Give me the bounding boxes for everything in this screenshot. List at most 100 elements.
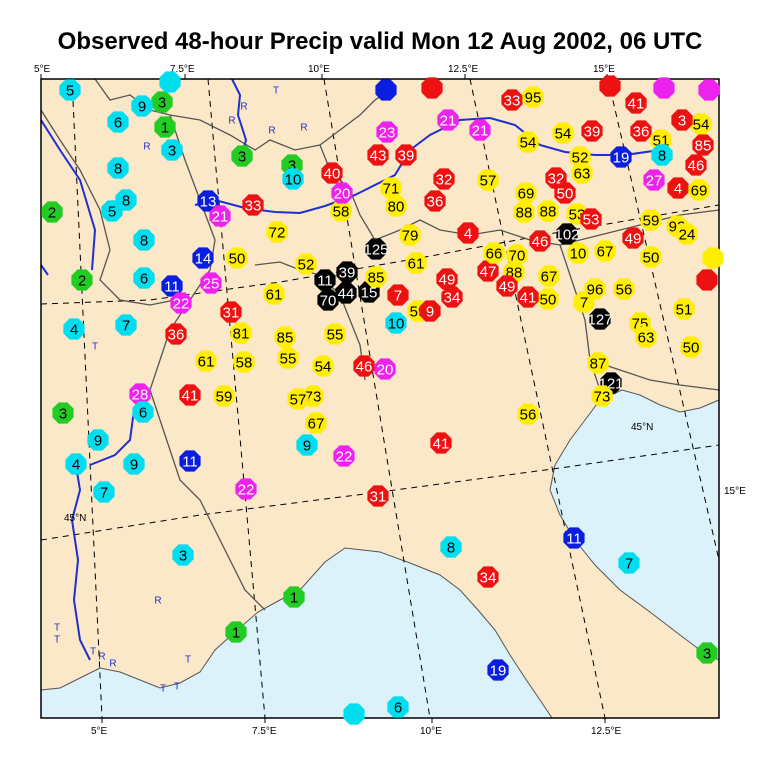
station-octagon: [501, 89, 523, 111]
station-value: 11: [566, 531, 582, 548]
station-marker: 20: [374, 358, 396, 380]
station-marker: 69: [688, 179, 710, 201]
station-marker: 8: [133, 229, 155, 251]
station-octagon: [65, 453, 87, 475]
station-marker: 41: [625, 92, 647, 114]
station-marker: 50: [640, 246, 662, 268]
station-marker: 49: [622, 227, 644, 249]
bottom-tick-label: 12.5°E: [591, 726, 621, 737]
station-marker: 28: [129, 383, 151, 405]
station-octagon: [282, 168, 304, 190]
station-marker: 55: [277, 347, 299, 369]
station-marker: 49: [496, 275, 518, 297]
station-value: 50: [557, 186, 574, 203]
station-octagon: [385, 312, 407, 334]
station-value: 61: [266, 287, 283, 304]
station-marker: 66: [483, 242, 505, 264]
station-value: 55: [327, 327, 344, 344]
station-octagon: [59, 79, 81, 101]
station-value: 54: [555, 126, 572, 143]
station-marker: 8: [107, 157, 129, 179]
station-marker: 8: [651, 144, 673, 166]
station-octagon: [365, 266, 387, 288]
station-value: 36: [633, 124, 650, 141]
station-octagon: [365, 238, 387, 260]
report-symbol: T: [54, 635, 60, 646]
map-title: Observed 48-hour Precip valid Mon 12 Aug…: [57, 28, 703, 55]
station-octagon: [440, 536, 462, 558]
station-value: 3: [59, 406, 67, 423]
station-marker: 4: [65, 453, 87, 475]
station-octagon: [537, 288, 559, 310]
station-octagon: [613, 278, 635, 300]
station-marker: 50: [537, 288, 559, 310]
station-octagon: [343, 703, 365, 725]
station-value: 22: [238, 482, 255, 499]
station-value: 28: [132, 387, 149, 404]
station-value: 40: [324, 166, 341, 183]
station-marker: 46: [353, 355, 375, 377]
station-marker: 36: [424, 190, 446, 212]
station-value: 23: [379, 125, 396, 142]
station-value: 9: [94, 433, 102, 450]
station-octagon: [263, 283, 285, 305]
report-symbol: T: [54, 623, 60, 634]
station-marker: 36: [165, 323, 187, 345]
station-octagon: [690, 113, 712, 135]
station-value: 67: [541, 269, 558, 286]
top-tick-label: 12.5°E: [448, 64, 478, 75]
station-octagon: [314, 269, 336, 291]
station-marker: 54: [552, 122, 574, 144]
station-marker: 31: [367, 485, 389, 507]
station-marker: 11: [161, 275, 183, 297]
station-octagon: [274, 326, 296, 348]
station-value: 1: [290, 590, 298, 607]
station-marker: 34: [477, 566, 499, 588]
station-octagon: [107, 157, 129, 179]
station-octagon: [651, 144, 673, 166]
station-octagon: [375, 79, 397, 101]
station-marker: 6: [132, 401, 154, 423]
station-octagon: [640, 209, 662, 231]
station-octagon: [195, 350, 217, 372]
station-octagon: [436, 268, 458, 290]
station-octagon: [287, 388, 309, 410]
station-value: 53: [583, 212, 600, 229]
station-marker: 56: [613, 278, 635, 300]
station-octagon: [71, 269, 93, 291]
station-value: 43: [370, 148, 387, 165]
station-octagon: [556, 223, 578, 245]
station-value: 27: [646, 173, 663, 190]
bottom-tick-label: 10°E: [420, 726, 442, 737]
station-value: 59: [643, 213, 660, 230]
station-marker: 39: [336, 261, 358, 283]
station-marker: 22: [333, 445, 355, 467]
station-value: 21: [440, 113, 457, 130]
station-marker: 49: [436, 268, 458, 290]
report-symbol: R: [300, 123, 307, 134]
station-value: 6: [114, 115, 122, 132]
station-value: 41: [628, 96, 645, 113]
station-marker: 59: [213, 385, 235, 407]
station-value: 52: [298, 257, 315, 274]
station-value: 34: [444, 290, 461, 307]
report-symbol: T: [185, 655, 191, 666]
station-marker: 52: [569, 146, 591, 168]
station-octagon: [441, 286, 463, 308]
top-tick-label: 7.5°E: [170, 64, 195, 75]
station-value: 4: [72, 457, 80, 474]
station-value: 2: [48, 205, 56, 222]
station-value: 73: [305, 389, 322, 406]
top-tick-label: 5°E: [34, 64, 51, 75]
station-marker: 22: [235, 478, 257, 500]
station-octagon: [571, 162, 593, 184]
station-value: 22: [336, 449, 353, 466]
station-octagon: [594, 240, 616, 262]
station-octagon: [424, 190, 446, 212]
station-value: 72: [269, 225, 286, 242]
station-octagon: [399, 224, 421, 246]
station-value: 70: [320, 293, 337, 310]
station-value: 9: [303, 438, 311, 455]
station-value: 1: [232, 625, 240, 642]
station-marker: 79: [399, 224, 421, 246]
